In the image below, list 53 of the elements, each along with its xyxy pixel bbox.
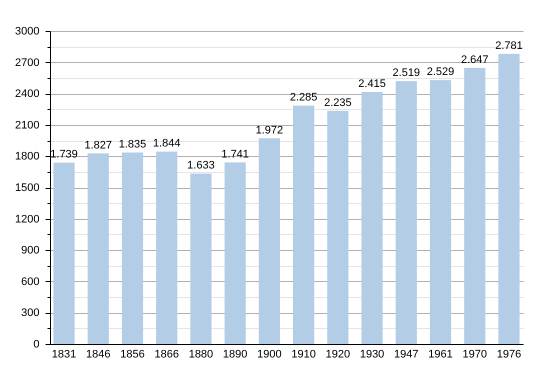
x-tick-label: 1831	[52, 348, 76, 360]
x-tick-label: 1976	[496, 348, 522, 360]
y-tick-label: 2100	[15, 119, 40, 132]
y-tick-label: 2700	[15, 56, 40, 69]
bar	[464, 68, 486, 344]
x-tick-label: 1866	[154, 348, 179, 360]
x-tick-label: 1910	[291, 348, 316, 360]
bar	[53, 162, 75, 344]
y-tick-label: 600	[21, 276, 40, 288]
data-label: 2.781	[495, 40, 523, 52]
data-label: 1.844	[152, 138, 180, 150]
y-tick-label: 300	[21, 307, 40, 320]
data-label: 1.827	[84, 139, 112, 152]
y-tick-label: 3000	[15, 26, 40, 38]
bar	[293, 106, 314, 344]
x-tick-label: 1920	[326, 348, 350, 360]
data-label: 2.519	[392, 67, 420, 80]
x-tick-label: 1880	[188, 348, 214, 360]
bar	[396, 81, 417, 344]
data-label: 1.972	[256, 124, 284, 136]
data-label: 2.285	[290, 92, 318, 104]
x-tick-label: 1970	[462, 348, 487, 360]
data-label: 1.633	[187, 160, 215, 172]
data-label: 1.835	[118, 138, 146, 151]
data-label: 2.235	[324, 96, 352, 109]
data-label: 1.741	[221, 148, 249, 160]
bar	[430, 80, 452, 344]
y-tick-label: 0	[33, 338, 40, 350]
y-tick-label: 1500	[15, 182, 40, 194]
x-tick-label: 1900	[257, 348, 282, 360]
bar	[88, 153, 109, 344]
bar	[327, 110, 348, 344]
bar	[190, 174, 212, 344]
bar	[498, 54, 520, 344]
x-tick-label: 1846	[86, 348, 110, 360]
y-tick-label: 1800	[15, 150, 40, 163]
x-tick-label: 1961	[428, 348, 453, 360]
x-tick-label: 1930	[360, 348, 384, 360]
y-tick-label: 2400	[15, 88, 40, 100]
x-tick-label: 1856	[120, 348, 145, 360]
data-label: 2.647	[460, 54, 489, 66]
bar	[156, 152, 178, 344]
x-tick-label: 1947	[394, 348, 419, 360]
data-label: 2.529	[426, 66, 454, 78]
bar	[258, 138, 280, 344]
data-label: 2.415	[358, 78, 386, 90]
bar	[361, 92, 383, 344]
x-tick-label: 1890	[222, 348, 248, 360]
bar	[224, 162, 246, 344]
y-tick-label: 900	[21, 244, 40, 257]
data-label: 1.739	[50, 148, 78, 161]
y-tick-label: 1200	[15, 213, 40, 226]
bar	[122, 152, 144, 344]
